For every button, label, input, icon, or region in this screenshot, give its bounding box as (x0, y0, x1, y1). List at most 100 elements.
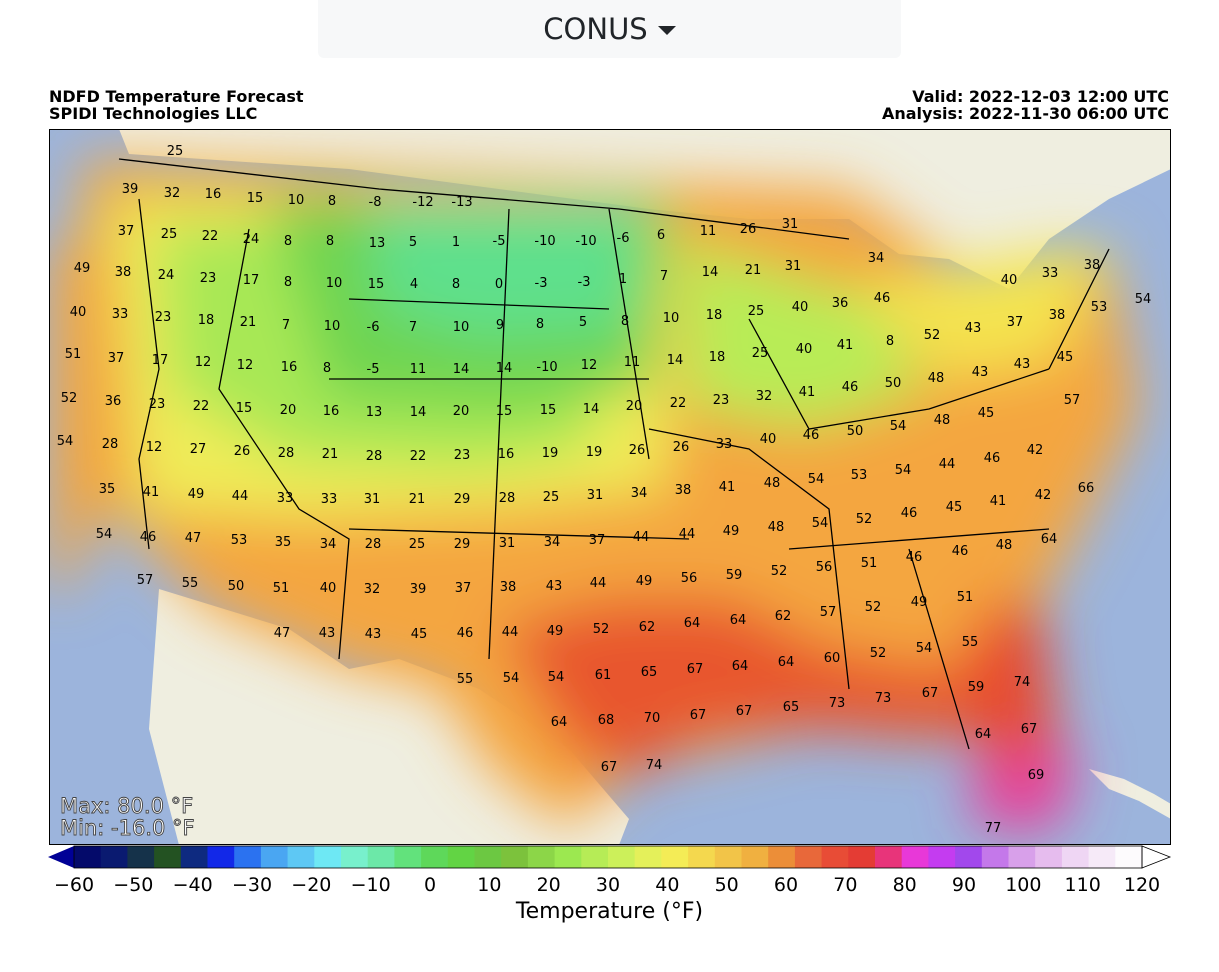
temp-label: 7 (409, 320, 417, 335)
colorbar-tick-label: 10 (477, 874, 502, 896)
colorbar-tick-label: 60 (773, 874, 799, 896)
temp-label: 10 (324, 319, 341, 334)
temp-label: -5 (493, 234, 506, 249)
temp-label: 54 (503, 671, 520, 686)
temp-label: 11 (700, 224, 717, 239)
temp-label: -10 (536, 360, 557, 375)
region-dropdown[interactable]: CONUS (318, 0, 901, 58)
temp-label: 46 (952, 544, 969, 559)
temp-label: 40 (796, 342, 813, 357)
temp-label: 17 (152, 353, 169, 368)
valid-time: Valid: 2022-12-03 12:00 UTC (912, 87, 1169, 106)
temp-label: -6 (367, 320, 380, 335)
temp-label: 33 (1042, 266, 1059, 281)
temp-label: 21 (322, 447, 339, 462)
temp-label: 12 (581, 358, 598, 373)
temp-label: 42 (1027, 443, 1044, 458)
temp-label: 7 (282, 318, 290, 333)
temp-label: 43 (972, 365, 989, 380)
temp-label: 16 (205, 187, 222, 202)
colorbar-tick-label: −50 (113, 874, 154, 896)
temp-label: 41 (719, 480, 736, 495)
colorbar-tick-label: −40 (172, 874, 213, 896)
temp-label: 36 (832, 296, 849, 311)
temp-label: 24 (243, 232, 260, 247)
temp-label: 16 (281, 360, 298, 375)
temp-label: 48 (934, 413, 951, 428)
temp-label: -3 (535, 276, 548, 291)
temp-label: -13 (451, 195, 472, 210)
temp-label: 65 (641, 665, 658, 680)
max-temp: Max: 80.0 °F (60, 794, 194, 819)
temp-label: 26 (629, 443, 646, 458)
temp-label: 18 (709, 350, 726, 365)
temp-label: 10 (663, 311, 680, 326)
colorbar-title: Temperature (°F) (515, 899, 704, 924)
temp-label: 45 (946, 500, 963, 515)
temp-label: 64 (1041, 532, 1058, 547)
colorbar-tick-label: 80 (892, 874, 917, 896)
temp-label: 25 (748, 304, 765, 319)
temp-label: 41 (837, 338, 854, 353)
temp-label: 49 (547, 624, 564, 639)
temp-label: 73 (875, 691, 892, 706)
temp-label: 44 (679, 527, 696, 542)
temp-label: 33 (716, 437, 733, 452)
colorbar-cell (928, 846, 956, 868)
temp-label: 14 (702, 265, 719, 280)
colorbar-max-arrow (1141, 845, 1172, 869)
temp-label: 48 (768, 520, 785, 535)
temp-label: 64 (551, 715, 568, 730)
temp-label: 22 (193, 399, 210, 414)
temp-label: 46 (906, 550, 923, 565)
temp-label: 28 (102, 437, 119, 452)
temp-label: 42 (1035, 488, 1052, 503)
temp-label: 38 (500, 580, 517, 595)
temp-label: 57 (1064, 393, 1081, 408)
temp-label: 20 (626, 399, 643, 414)
temp-label: 46 (140, 530, 157, 545)
temp-label: 39 (122, 182, 139, 197)
temp-label: 35 (99, 482, 116, 497)
temp-label: 67 (601, 760, 618, 775)
temp-label: 55 (962, 635, 979, 650)
temp-label: 53 (1091, 300, 1108, 315)
temp-label: 41 (990, 494, 1007, 509)
colorbar-tick-label: 70 (833, 874, 858, 896)
min-temp: Min: -16.0 °F (60, 816, 196, 841)
temp-label: 52 (865, 600, 882, 615)
temp-label: 49 (723, 524, 740, 539)
temp-label: 12 (195, 355, 212, 370)
temp-label: 28 (278, 446, 295, 461)
temp-label: 44 (939, 457, 956, 472)
temp-label: -10 (534, 234, 555, 249)
temp-label: 46 (901, 506, 918, 521)
colorbar-cell (634, 846, 662, 868)
colorbar-cell (447, 846, 475, 868)
temp-label: 74 (646, 758, 663, 773)
temp-label: 4 (410, 277, 418, 292)
temp-label: 77 (985, 821, 1002, 836)
temp-label: 37 (455, 581, 472, 596)
temp-label: 52 (870, 646, 887, 661)
temp-label: 64 (684, 616, 701, 631)
temp-label: 8 (326, 234, 334, 249)
temp-label: 55 (182, 576, 199, 591)
colorbar-tick-label: 50 (714, 874, 739, 896)
temp-label: 54 (96, 527, 113, 542)
temp-label: 37 (589, 533, 606, 548)
temp-label: 12 (237, 358, 254, 373)
temp-label: 44 (502, 625, 519, 640)
temp-label: 34 (631, 486, 648, 501)
temp-label: 26 (234, 444, 251, 459)
temp-label: 43 (1014, 357, 1031, 372)
temp-label: 37 (118, 224, 135, 239)
temp-label: 27 (190, 442, 207, 457)
colorbar-cell (421, 846, 449, 868)
temp-label: 29 (454, 492, 471, 507)
temp-label: 51 (273, 581, 290, 596)
temp-label: 44 (232, 489, 249, 504)
colorbar-cell (501, 846, 529, 868)
temp-label: 66 (1078, 481, 1095, 496)
temp-label: 15 (496, 404, 513, 419)
